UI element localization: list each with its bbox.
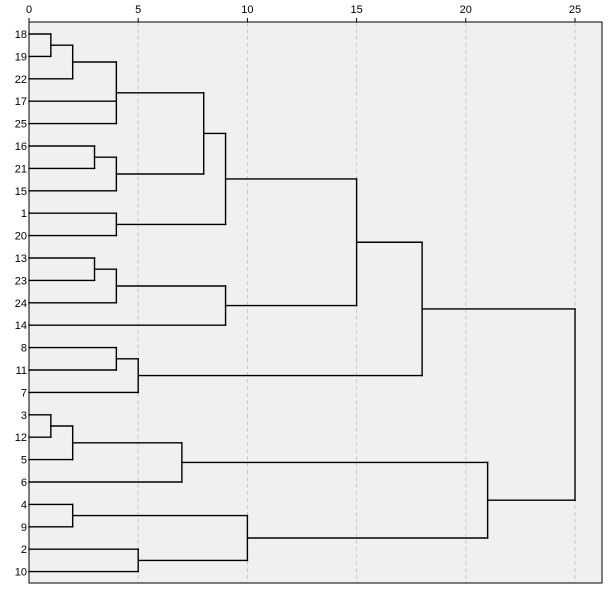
leaf-label: 22	[15, 74, 27, 86]
x-tick-label: 10	[241, 4, 253, 16]
leaf-label: 4	[21, 499, 27, 511]
plot-frame	[28, 21, 603, 584]
x-tick-label: 20	[460, 4, 472, 16]
leaf-label: 10	[15, 567, 27, 579]
leaf-label: 8	[21, 343, 27, 355]
leaf-label: 7	[21, 387, 27, 399]
dendrogram-tree	[28, 33, 576, 573]
leaf-label: 25	[15, 119, 27, 131]
x-tick-label: 0	[26, 4, 32, 16]
leaf-labels: 18 19 22 17 25 16 21 15 1 20 13 23 24 14 8 11 7 3 12 5 6 4 9 2 1…	[15, 29, 27, 579]
leaf-label: 9	[21, 522, 27, 534]
leaf-label: 15	[15, 186, 27, 198]
leaf-label: 12	[15, 432, 27, 444]
leaf-label: 2	[21, 544, 27, 556]
leaf-label: 11	[16, 365, 27, 377]
leaf-label: 5	[21, 455, 27, 467]
leaf-label: 18	[15, 29, 27, 41]
leaf-label: 17	[15, 96, 27, 108]
leaf-label: 1	[21, 208, 27, 220]
leaf-label: 19	[15, 51, 27, 63]
x-axis: 0 5 10 15 20 25	[26, 4, 581, 22]
x-tick-label: 15	[350, 4, 362, 16]
x-tick-label: 25	[569, 4, 581, 16]
x-tick-label: 5	[135, 4, 141, 16]
leaf-label: 16	[15, 141, 27, 153]
plot-area	[29, 22, 602, 583]
leaf-label: 13	[15, 253, 27, 265]
leaf-label: 6	[21, 477, 27, 489]
leaf-label: 20	[15, 231, 27, 243]
leaf-label: 23	[15, 275, 27, 287]
leaf-label: 14	[15, 320, 27, 332]
gridlines	[137, 22, 576, 583]
leaf-label: 21	[15, 163, 27, 175]
leaf-label: 24	[15, 298, 27, 310]
leaf-label: 3	[21, 410, 27, 422]
